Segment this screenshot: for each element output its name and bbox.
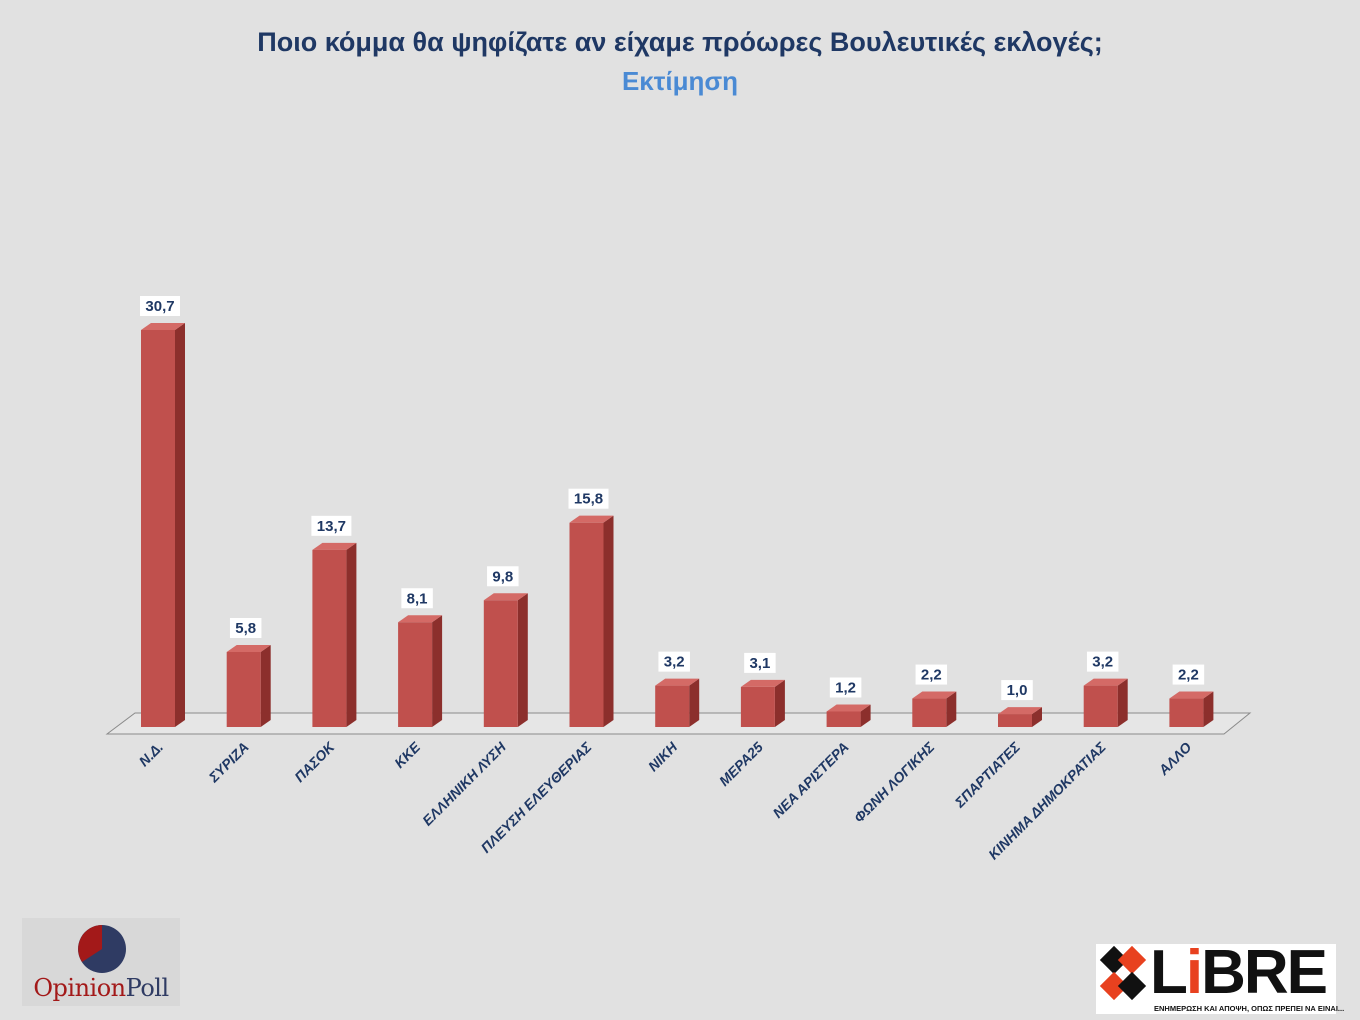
libre-tagline: ΕΝΗΜΕΡΩΣΗ ΚΑΙ ΑΠΟΨΗ, ΟΠΩΣ ΠΡΕΠΕΙ ΝΑ ΕΙΝΑ… bbox=[1154, 1004, 1345, 1013]
bar bbox=[1169, 691, 1214, 727]
bar bbox=[226, 644, 271, 727]
data-label-box bbox=[568, 488, 609, 509]
bar bbox=[569, 515, 614, 727]
bar bbox=[398, 615, 443, 727]
bar bbox=[141, 323, 185, 727]
data-label-box bbox=[915, 664, 948, 685]
bar-front bbox=[998, 714, 1032, 727]
bar-side bbox=[260, 644, 271, 727]
opinionpoll-text-2: Poll bbox=[125, 974, 169, 1002]
data-label-box bbox=[1086, 651, 1119, 672]
bar-side bbox=[946, 691, 957, 727]
bar-side bbox=[774, 679, 785, 727]
bar-side bbox=[1117, 678, 1128, 727]
bar-front bbox=[226, 651, 261, 727]
bar-front bbox=[655, 685, 690, 727]
data-label: 8,1 bbox=[407, 590, 428, 607]
bar-side bbox=[346, 542, 357, 727]
bar-top bbox=[398, 615, 443, 623]
data-label-box bbox=[401, 588, 433, 609]
bar-front bbox=[912, 698, 947, 727]
bar-top bbox=[740, 679, 785, 687]
bar bbox=[740, 679, 785, 727]
bar-top bbox=[141, 323, 185, 330]
bar-top bbox=[1169, 691, 1214, 699]
category-label: ΠΑΣΟΚ bbox=[291, 738, 338, 785]
bar-front bbox=[826, 711, 861, 727]
bar-side bbox=[689, 678, 700, 727]
chart-title: Ποιο κόμμα θα ψηφίζατε αν είχαμε πρόωρες… bbox=[257, 27, 1103, 57]
bar-side bbox=[603, 515, 614, 727]
libre-logo: LiBRE ΕΝΗΜΕΡΩΣΗ ΚΑΙ ΑΠΟΨΗ, ΟΠΩΣ ΠΡΕΠΕΙ Ν… bbox=[1096, 938, 1344, 1014]
data-label-box bbox=[229, 617, 262, 638]
category-label: ΣΥΡΙΖΑ bbox=[205, 739, 252, 786]
data-label-box bbox=[1172, 664, 1205, 685]
bar-chart: 30,7 Ν.Δ. 5,8 ΣΥΡΙΖΑ 13,7 ΠΑΣΟΚ 8,1 ΚΚΕ 9,8 ΕΛΛΗΝ… bbox=[105, 296, 1252, 863]
bar-top bbox=[569, 515, 614, 523]
data-label-box bbox=[311, 515, 352, 536]
category-label: ΚΚΕ bbox=[391, 738, 424, 771]
bar-side bbox=[517, 593, 528, 727]
category-label: ΝΙΚΗ bbox=[645, 738, 681, 774]
data-label: 1,2 bbox=[835, 679, 856, 696]
bar-top bbox=[483, 593, 528, 601]
bar-front bbox=[312, 549, 347, 727]
category-label: ΣΠΑΡΤΙΑΤΕΣ bbox=[951, 738, 1024, 811]
libre-wordmark: LiBRE bbox=[1150, 938, 1328, 1007]
category-label: ΦΩΝΗ ΛΟΓΙΚΗΣ bbox=[851, 738, 938, 825]
data-label: 9,8 bbox=[492, 568, 513, 585]
data-label-box bbox=[744, 652, 776, 673]
category-label: ΜΕΡΑ25 bbox=[716, 739, 766, 789]
bar bbox=[912, 691, 957, 727]
bar-front bbox=[141, 330, 175, 727]
data-label: 5,8 bbox=[235, 620, 256, 637]
data-label-box bbox=[1001, 680, 1033, 701]
bar-side bbox=[1032, 707, 1042, 727]
bar bbox=[998, 707, 1042, 727]
data-label: 3,2 bbox=[664, 654, 685, 671]
bar-side bbox=[432, 615, 443, 727]
bar-front bbox=[398, 622, 433, 727]
bar bbox=[1083, 678, 1128, 727]
bar-front bbox=[569, 522, 604, 727]
bar bbox=[655, 678, 700, 727]
data-label: 1,0 bbox=[1007, 682, 1028, 699]
bar-front bbox=[740, 686, 775, 727]
bar-side bbox=[860, 704, 871, 727]
bar-top bbox=[912, 691, 957, 699]
data-label-box bbox=[658, 651, 690, 672]
data-label: 15,8 bbox=[574, 491, 603, 508]
data-label-box bbox=[487, 566, 519, 587]
opinionpoll-text-1: Opinion bbox=[33, 974, 126, 1002]
bar bbox=[312, 542, 357, 727]
bar-top bbox=[226, 644, 271, 652]
category-label: ΝΕΑ ΑΡΙΣΤΕΡΑ bbox=[769, 739, 851, 821]
data-label: 3,2 bbox=[1092, 654, 1113, 671]
bar-top bbox=[655, 678, 700, 686]
bar-side bbox=[1203, 691, 1214, 727]
bar-top bbox=[826, 704, 871, 712]
data-label: 3,1 bbox=[749, 655, 770, 672]
data-label: 2,2 bbox=[921, 667, 942, 684]
category-label: ΕΛΛΗΝΙΚΗ ΛΥΣΗ bbox=[419, 738, 509, 828]
data-label: 2,2 bbox=[1178, 667, 1199, 684]
bar-side bbox=[175, 323, 185, 727]
bar-front bbox=[483, 600, 518, 727]
data-label: 13,7 bbox=[317, 518, 346, 535]
opinionpoll-logo: OpinionPoll bbox=[22, 918, 180, 1006]
data-label-box bbox=[140, 296, 180, 316]
chart-subtitle: Εκτίμηση bbox=[621, 66, 739, 96]
category-label: Ν.Δ. bbox=[136, 739, 167, 770]
data-label-box bbox=[829, 677, 862, 698]
bar-top bbox=[1083, 678, 1128, 686]
data-label: 30,7 bbox=[145, 298, 174, 315]
bar-front bbox=[1083, 685, 1118, 727]
category-label: ΑΛΛΟ bbox=[1155, 739, 1195, 779]
bar-top bbox=[998, 707, 1042, 715]
bar-top bbox=[312, 542, 357, 550]
bar-front bbox=[1169, 698, 1204, 727]
bar bbox=[483, 593, 528, 727]
bar bbox=[826, 704, 871, 727]
